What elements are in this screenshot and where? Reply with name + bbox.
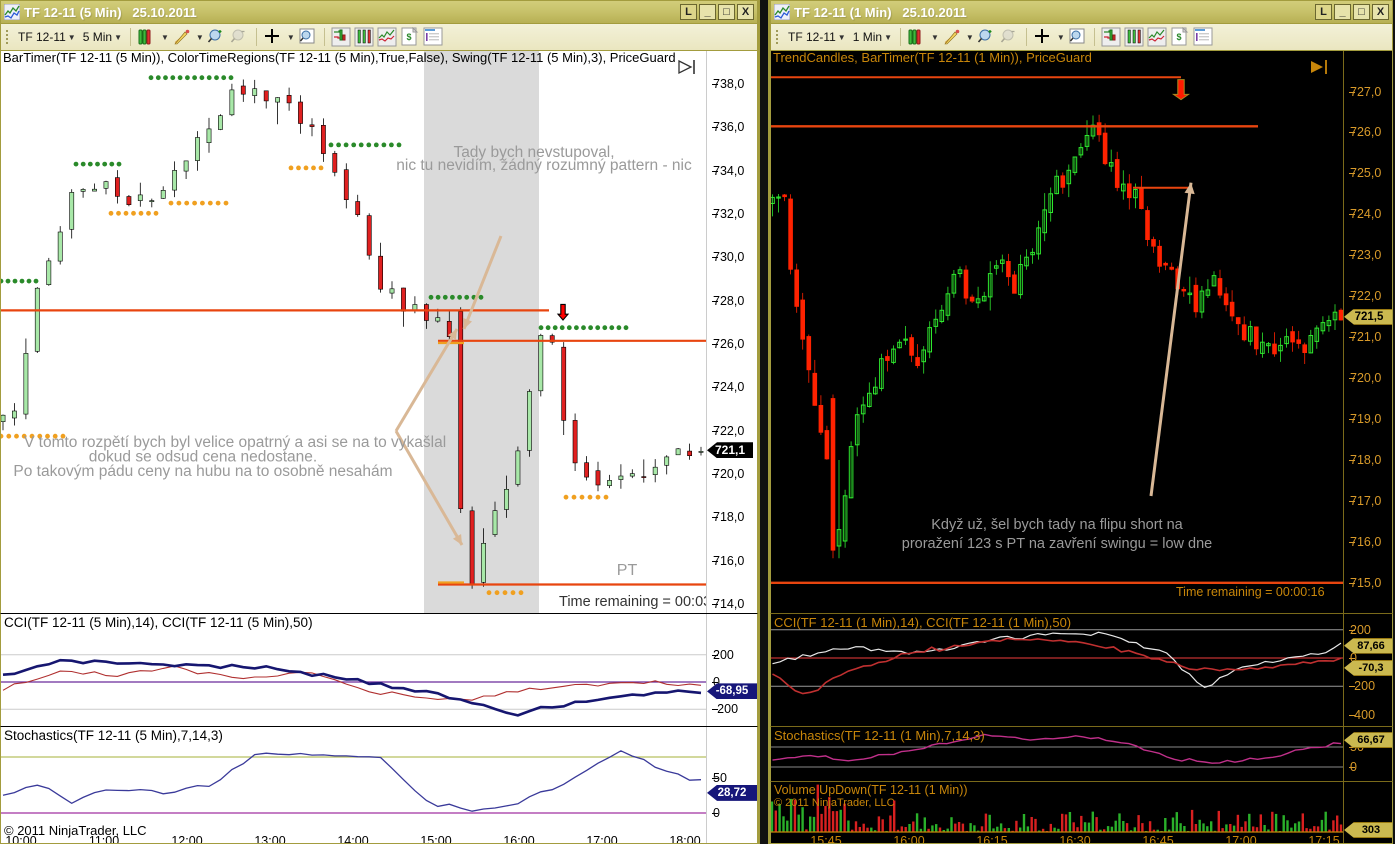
- svg-text:CCI(TF 12-11 (5 Min),14), CCI(: CCI(TF 12-11 (5 Min),14), CCI(TF 12-11 (…: [4, 615, 313, 630]
- svg-text:CCI(TF 12-11 (1 Min),14), CCI(: CCI(TF 12-11 (1 Min),14), CCI(TF 12-11 (…: [774, 615, 1071, 630]
- svg-text:© 2011 NinjaTrader, LLC: © 2011 NinjaTrader, LLC: [774, 797, 895, 809]
- svg-text:15:45: 15:45: [810, 834, 841, 844]
- svg-text:16:00: 16:00: [503, 834, 534, 844]
- svg-text:Stochastics(TF 12-11 (5 Min),7: Stochastics(TF 12-11 (5 Min),7,14,3): [4, 728, 223, 743]
- svg-text:13:00: 13:00: [254, 834, 285, 844]
- svg-text:18:00: 18:00: [669, 834, 700, 844]
- svg-text:TrendCandles, BarTimer(TF 12-1: TrendCandles, BarTimer(TF 12-11 (1 Min))…: [773, 51, 1092, 65]
- svg-text:$: $: [1176, 32, 1181, 42]
- svg-text:17:15: 17:15: [1308, 834, 1339, 844]
- svg-text:Volume UpDown(TF 12-11 (1 Min): Volume UpDown(TF 12-11 (1 Min)): [774, 783, 968, 797]
- svg-text:PT: PT: [617, 562, 638, 579]
- svg-text:16:15: 16:15: [976, 834, 1007, 844]
- svg-text:14:00: 14:00: [337, 834, 368, 844]
- svg-text:17:00: 17:00: [1225, 834, 1256, 844]
- svg-text:17:00: 17:00: [586, 834, 617, 844]
- svg-text:Time remaining = 00:03:16: Time remaining = 00:03:16: [559, 594, 706, 610]
- svg-text:10:00: 10:00: [5, 834, 36, 844]
- svg-text:12:00: 12:00: [171, 834, 202, 844]
- svg-text:nic tu nevidím, žádný rozumný: nic tu nevidím, žádný rozumný pattern - …: [396, 157, 692, 174]
- svg-text:proražení 123 s PT na zavření: proražení 123 s PT na zavření swingu = l…: [902, 536, 1212, 552]
- svg-text:$: $: [406, 32, 411, 42]
- svg-text:16:45: 16:45: [1142, 834, 1173, 844]
- svg-text:Po takovým pádu ceny na hubu n: Po takovým pádu ceny na hubu na to osobn…: [13, 463, 392, 480]
- svg-text:Když už, šel bych tady na flip: Když už, šel bych tady na flipu short na: [931, 517, 1183, 533]
- svg-text:Stochastics(TF 12-11 (1 Min),7: Stochastics(TF 12-11 (1 Min),7,14,3): [774, 728, 985, 743]
- svg-text:BarTimer(TF 12-11 (5 Min)), Co: BarTimer(TF 12-11 (5 Min)), ColorTimeReg…: [3, 51, 676, 65]
- svg-text:Time remaining = 00:00:16: Time remaining = 00:00:16: [1176, 585, 1325, 599]
- svg-text:11:00: 11:00: [89, 834, 119, 844]
- svg-text:16:30: 16:30: [1059, 834, 1090, 844]
- svg-text:15:00: 15:00: [420, 834, 451, 844]
- svg-text:16:00: 16:00: [893, 834, 924, 844]
